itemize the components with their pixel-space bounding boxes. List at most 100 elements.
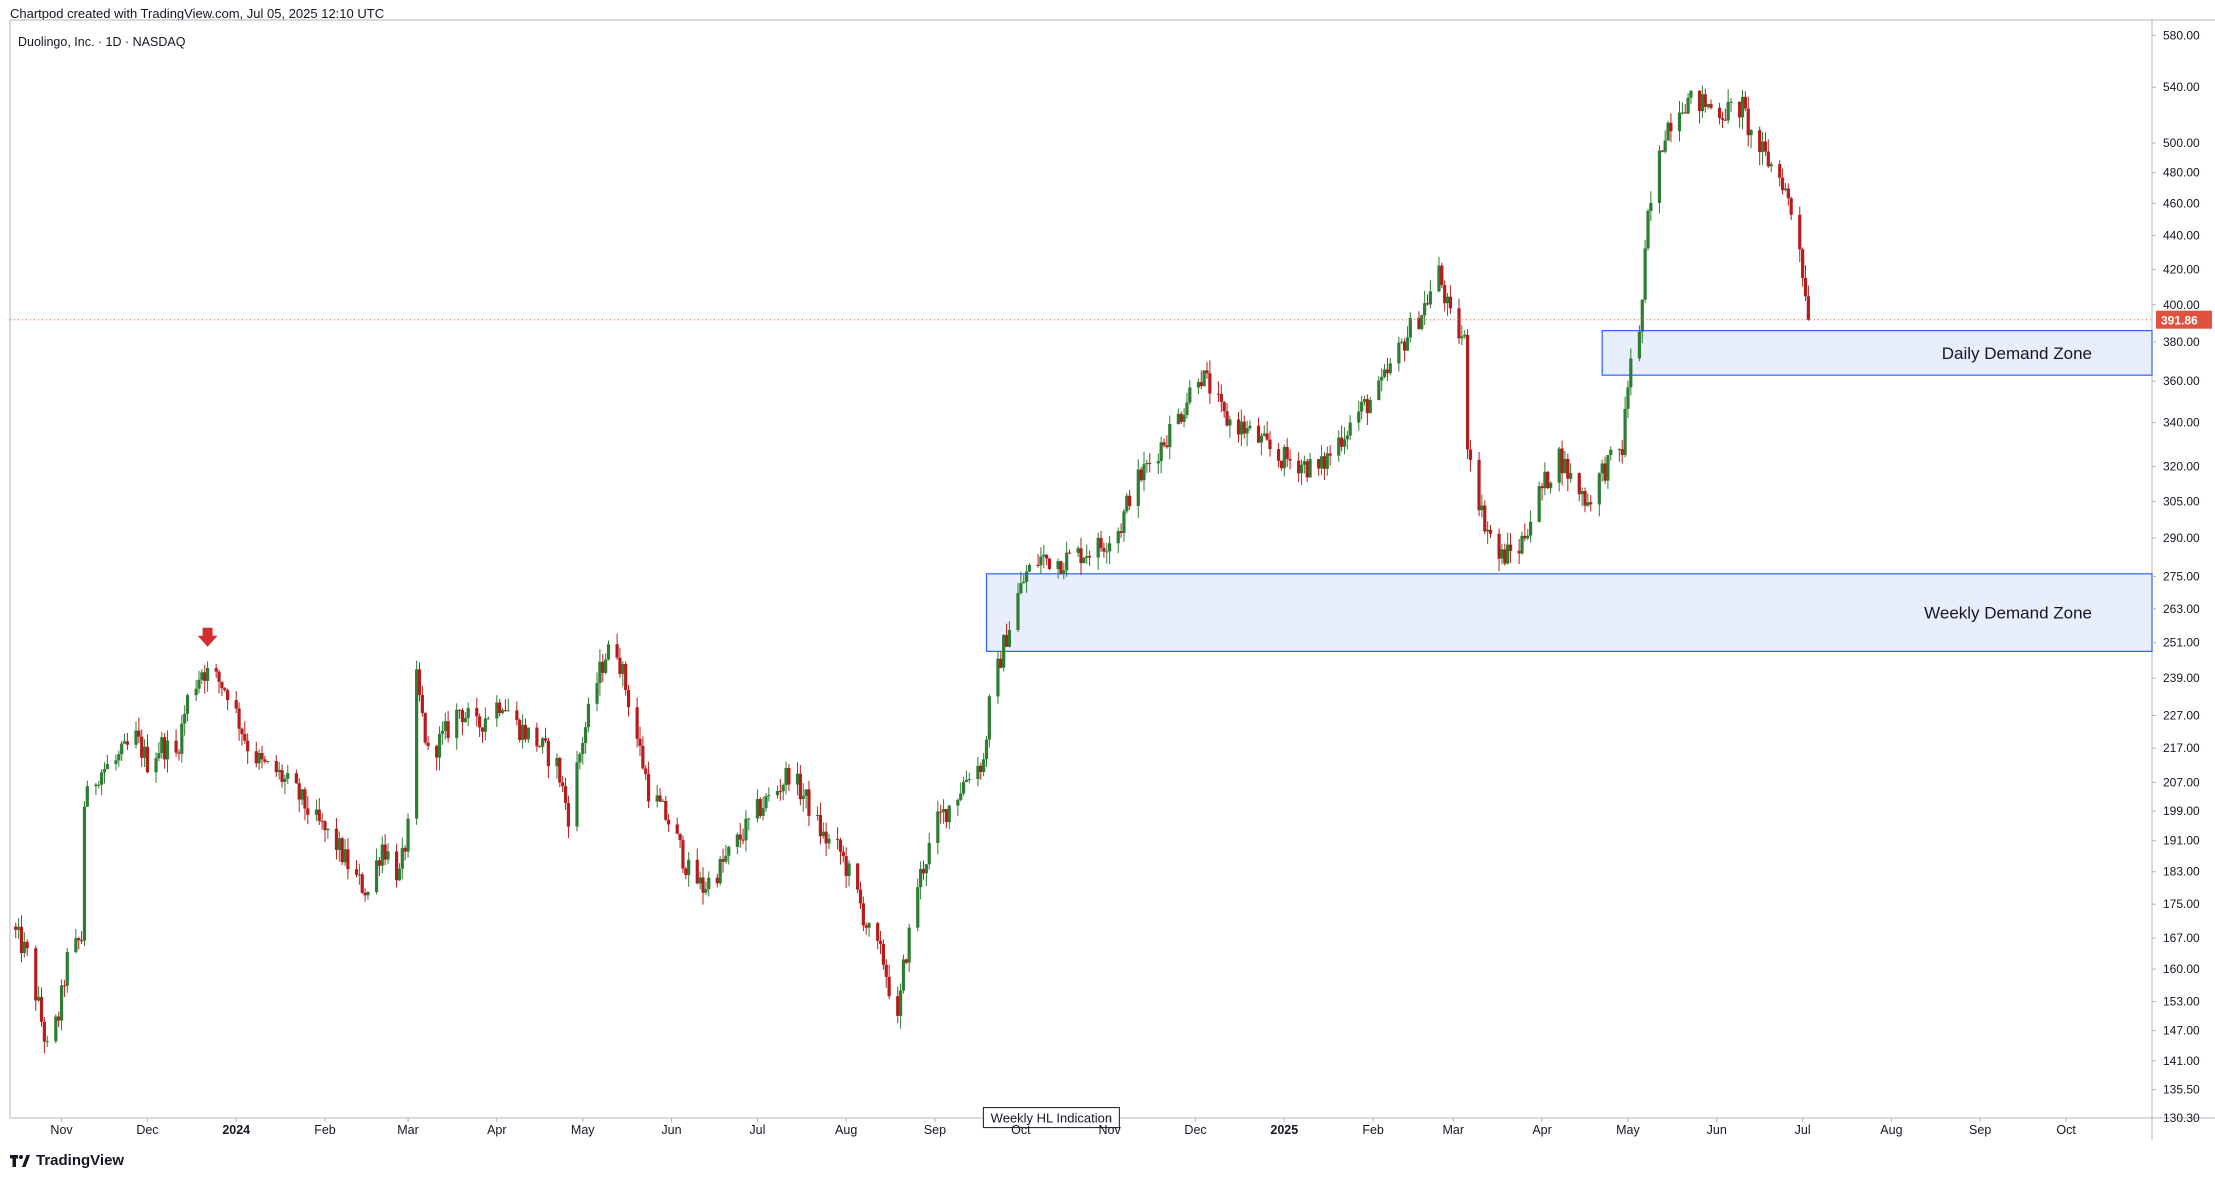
candle-body-29 [125,741,130,745]
candle-body-292 [1182,415,1186,422]
time-tick-label-15: Feb [1362,1123,1384,1137]
candle-body-135 [555,757,559,767]
candle-body-272 [1102,548,1106,552]
price-tick-label-19: 217.00 [2163,741,2200,755]
tradingview-brand[interactable]: TradingView [10,1152,124,1169]
candle-body-45 [194,688,198,696]
candle-body-276 [1119,531,1123,534]
candle-body-3 [22,941,26,954]
candle-body-413 [1666,122,1670,141]
candle-body-70 [294,773,298,784]
candle-body-397 [1603,463,1607,481]
candle-body-235 [956,799,960,806]
candle-body-343 [1385,369,1390,374]
price-tick-label-12: 305.00 [2163,494,2200,508]
candle-body-354 [1428,291,1432,305]
candle-body-321 [1299,464,1304,474]
candle-body-119 [486,718,490,720]
candle-body-262 [1062,570,1066,574]
candle-body-66 [277,769,281,773]
time-tick-label-7: Jun [661,1123,681,1137]
candle-body-146 [598,661,602,683]
candle-body-364 [1468,449,1473,460]
time-axis[interactable]: Nov Dec 2024 Feb Mar Apr May Jun Jul Aug Sep Oct Nov… [50,1118,2076,1137]
candle-body-398 [1606,455,1610,481]
candle-body-63 [263,759,267,762]
candle-body-1 [16,926,21,930]
candle-body-107 [440,730,445,734]
candle-body-34 [145,746,150,773]
time-tick-label-17: Apr [1532,1123,1551,1137]
candle-body-409 [1649,202,1653,211]
candle-body-382 [1543,471,1547,489]
candle-body-339 [1368,399,1372,414]
candle-body-72 [300,789,304,800]
time-tick-label-16: Mar [1443,1123,1465,1137]
candle-body-222 [901,959,906,991]
candle-body-319 [1288,458,1292,461]
candle-body-128 [523,724,528,740]
candle-body-149 [606,644,611,660]
candle-body-230 [936,811,940,843]
candle-body-328 [1325,453,1329,469]
candle-body-84 [346,849,350,870]
candle-body-112 [460,710,465,723]
candle-body-396 [1600,463,1604,474]
candle-body-334 [1348,422,1352,436]
candle-body-202 [821,831,825,837]
candle-body-383 [1546,471,1550,489]
last-price-badge [2156,310,2212,329]
candle-body-78 [323,821,327,831]
candle-body-280 [1136,469,1140,506]
candle-body-81 [337,838,341,850]
candle-body-245 [996,658,1000,697]
candle-body-183 [744,818,748,841]
candle-body-215 [876,923,880,941]
time-tick-label-22: Sep [1969,1123,1991,1137]
candle-body-9 [45,1041,49,1043]
candle-body-75 [314,809,319,815]
candle-body-428 [1726,102,1730,121]
candle-body-335 [1357,411,1361,423]
candle-body-275 [1116,531,1120,544]
candle-body-357 [1443,285,1447,304]
candle-body-346 [1400,341,1404,343]
price-tick-label-23: 183.00 [2163,865,2200,879]
demand-zone-1 [985,573,2153,652]
candle-body-93 [383,844,387,860]
candle-body-60 [254,751,258,764]
candle-body-137 [561,782,565,787]
candle-body-30 [134,730,138,745]
candle-body-87 [360,874,364,893]
price-tick-label-15: 263.00 [2163,602,2200,616]
candle-body-17 [79,940,84,942]
candle-body-124 [506,710,510,712]
candle-body-243 [984,739,989,760]
price-tick-label-3: 480.00 [2163,166,2200,180]
candle-body-106 [437,733,442,758]
candle-body-226 [919,868,923,888]
candle-body-97 [400,847,404,869]
candle-body-32 [140,736,144,758]
candle-body-337 [1362,399,1367,402]
candle-body-380 [1537,486,1541,522]
candle-body-218 [884,964,888,977]
candle-body-386 [1560,448,1564,474]
candle-body-152 [621,664,625,674]
candle-body-47 [200,672,204,680]
price-axis[interactable]: 580.00 540.00 500.00 480.00 460.00 440.00 420.… [2152,28,2212,1125]
candle-body-422 [1703,94,1707,107]
candle-body-25 [114,760,118,764]
candle-body-350 [1417,318,1421,329]
candle-body-420 [1697,90,1702,112]
candle-body-138 [563,786,568,803]
candle-body-158 [644,768,648,775]
candle-body-55 [234,700,238,709]
candle-body-418 [1686,97,1690,114]
price-tick-label-13: 290.00 [2163,531,2200,545]
candle-body-232 [941,809,946,813]
candle-body-108 [443,721,447,731]
time-tick-label-9: Aug [835,1123,857,1137]
price-tick-label-4: 460.00 [2163,196,2200,210]
